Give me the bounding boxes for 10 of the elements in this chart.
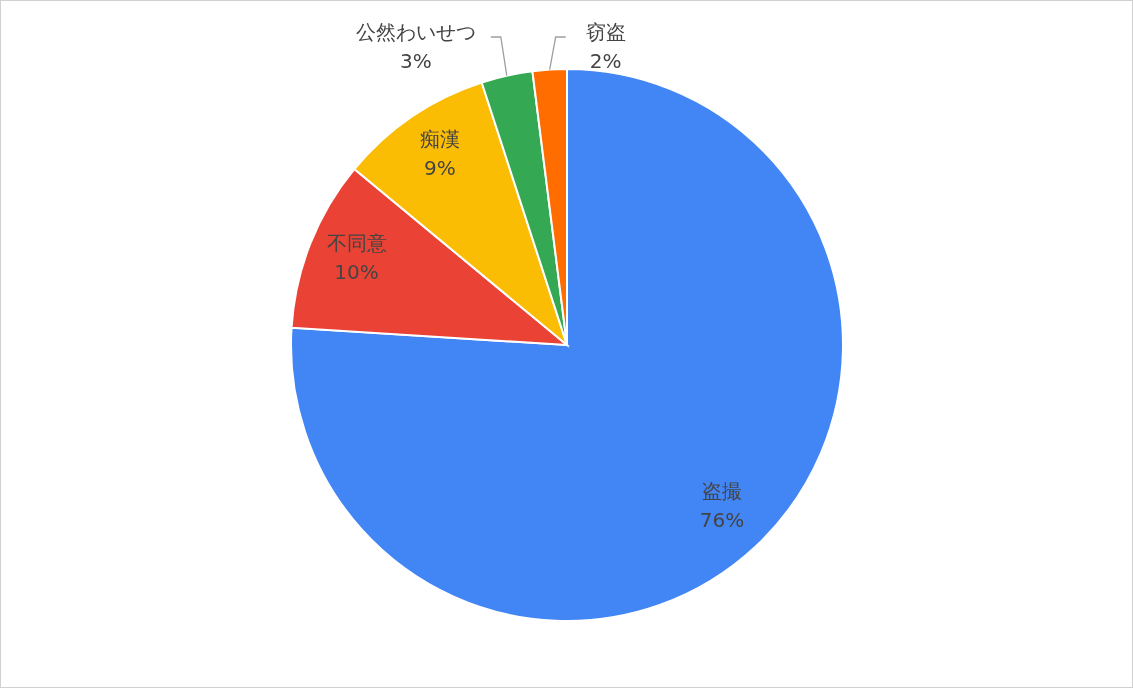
data-label: 9% — [423, 155, 456, 180]
slice-label: 痴漢 — [419, 126, 460, 151]
data-label: 2% — [589, 49, 622, 73]
slice-label: 窃盗 — [585, 20, 626, 44]
slice-label: 公然わいせつ — [355, 20, 476, 44]
data-label: 3% — [399, 49, 432, 73]
slice-label: 不同意 — [326, 230, 387, 255]
data-label: 76% — [699, 507, 745, 532]
data-label: 10% — [334, 259, 379, 284]
slice-label: 盗撮 — [701, 478, 742, 503]
